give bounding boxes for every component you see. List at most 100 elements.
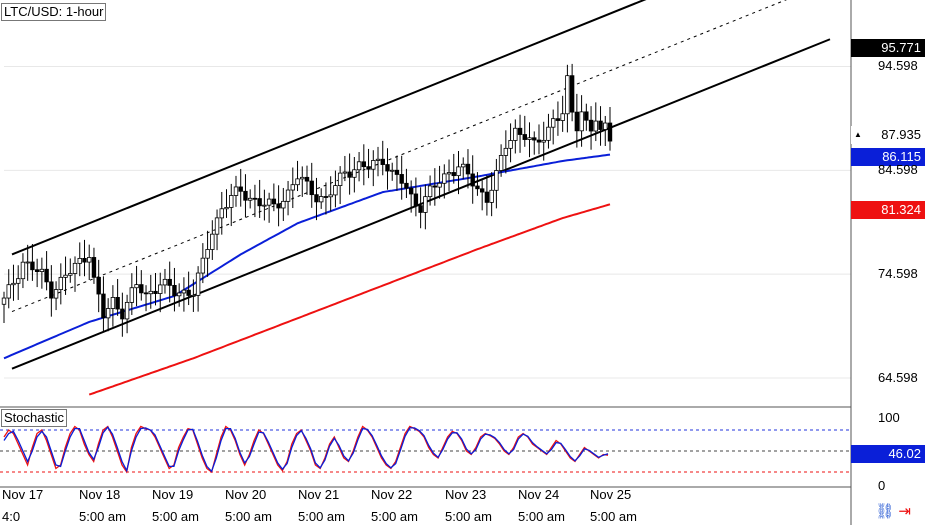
candle [304, 165, 310, 195]
candle [404, 168, 409, 198]
candle [465, 149, 471, 189]
candle-body [238, 186, 243, 192]
candle [536, 124, 542, 155]
price-tag: 86.115 [851, 148, 925, 166]
arrow-icon[interactable]: ⇥ [898, 503, 911, 520]
y-tick-label: 74.598 [878, 266, 918, 282]
candle-body [72, 262, 78, 274]
candle [484, 175, 490, 216]
candle [352, 156, 357, 193]
candle-body [356, 161, 362, 171]
candle [375, 146, 381, 177]
candle [195, 266, 201, 312]
candle-body [603, 122, 608, 130]
candle [565, 64, 570, 133]
candle-body [347, 171, 352, 178]
candle [532, 131, 537, 155]
candle-body [229, 195, 234, 208]
link-icon[interactable]: ⛓ [875, 503, 895, 520]
candle-body [593, 120, 598, 132]
candle [262, 189, 267, 221]
candle [219, 191, 224, 235]
candle [470, 155, 475, 204]
candle [34, 258, 40, 288]
x-tick-date: Nov 20 [225, 487, 267, 502]
candle [527, 122, 532, 158]
candle [281, 187, 286, 221]
candle-body [167, 278, 172, 286]
candle-body [470, 173, 475, 187]
candle-body [304, 176, 310, 182]
candle-body [404, 182, 409, 189]
candle-body [16, 278, 21, 284]
candle [63, 256, 68, 295]
x-tick-time: 5:00 am [445, 509, 492, 524]
candle [68, 258, 73, 283]
candle [72, 256, 78, 292]
candle [517, 114, 523, 153]
x-tick-date: Nov 23 [445, 487, 487, 502]
candle [295, 160, 300, 192]
x-tick-date: Nov 21 [298, 487, 340, 502]
candle-body [110, 297, 116, 309]
candle [290, 167, 295, 209]
candle-body [423, 196, 428, 213]
candle-body [446, 172, 452, 175]
candle-body [413, 193, 419, 207]
candle-body [513, 127, 518, 141]
candle-body [162, 278, 168, 286]
candle-body [176, 292, 182, 297]
moving-average-line-1 [88, 203, 611, 396]
candle [427, 175, 433, 206]
candle-body [337, 172, 343, 186]
stochastic-line-0 [3, 425, 609, 474]
candle [143, 285, 149, 312]
candle [494, 158, 499, 209]
candle-body [555, 118, 561, 121]
candle [129, 273, 135, 315]
candle-body [247, 197, 253, 201]
candle-body [579, 111, 584, 132]
candle-body [399, 174, 404, 184]
candle [91, 247, 97, 284]
x-tick-time: 5:00 am [298, 509, 345, 524]
candle [451, 153, 456, 184]
candle [385, 148, 390, 190]
candle-body [82, 257, 87, 263]
candle-body [442, 173, 447, 184]
candle [191, 279, 196, 312]
candle-body [266, 198, 272, 206]
candle-body [569, 75, 575, 113]
candle-body [517, 127, 523, 135]
candle-body [39, 268, 45, 272]
candle-body [598, 120, 603, 130]
toolbar-icons[interactable]: ⛓ ⇥ [875, 502, 911, 520]
candle-body [300, 176, 305, 180]
candle-body [158, 284, 163, 294]
candle [82, 239, 87, 277]
candle-body [418, 205, 423, 213]
stochastic-panel [0, 425, 851, 474]
candle [503, 130, 509, 174]
candle [319, 188, 324, 209]
candle-body [309, 180, 314, 196]
candle [243, 174, 248, 218]
candle [53, 281, 59, 311]
candle-body [276, 203, 281, 209]
x-tick-date: Nov 18 [79, 487, 121, 502]
candle [333, 170, 338, 208]
candle-body [465, 163, 471, 175]
x-tick-time: 5:00 am [371, 509, 418, 524]
candle [361, 144, 367, 186]
candle [285, 180, 291, 216]
candle-body [257, 198, 262, 207]
candle [569, 63, 575, 122]
candle [579, 95, 584, 147]
chart-frame [0, 0, 852, 525]
candle-body [77, 257, 82, 264]
candle-body [233, 186, 239, 196]
candle-body [451, 172, 456, 177]
candle-body [479, 188, 485, 193]
candle [574, 93, 580, 148]
